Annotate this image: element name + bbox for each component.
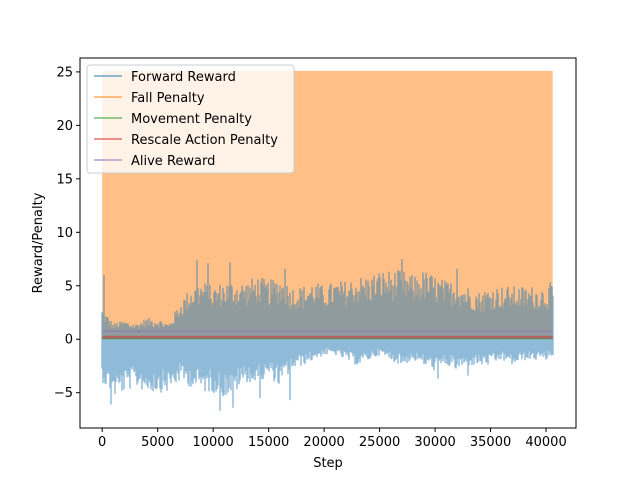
x-tick-label: 20000 [303, 435, 344, 450]
x-tick-label: 10000 [192, 435, 233, 450]
legend-label-fall-penalty: Fall Penalty [131, 91, 205, 106]
x-tick-label: 35000 [470, 435, 511, 450]
legend-label-forward-reward: Forward Reward [131, 70, 236, 85]
legend-label-alive-reward: Alive Reward [131, 154, 215, 169]
y-tick-label: −5 [54, 386, 73, 401]
y-tick-label: 25 [56, 65, 73, 80]
y-tick-label: 15 [56, 172, 73, 187]
x-tick-label: 25000 [359, 435, 400, 450]
legend: Forward Reward Fall Penalty Movement Penal… [86, 64, 295, 174]
y-tick-label: 20 [56, 119, 73, 134]
y-tick-label: 10 [56, 226, 73, 241]
x-axis: 0 5000 10000 15000 20000 25000 30000 35000 40000 [98, 428, 567, 450]
y-tick-label: 5 [65, 279, 73, 294]
legend-label-rescale-action-penalty: Rescale Action Penalty [131, 133, 278, 148]
x-tick-label: 30000 [414, 435, 455, 450]
y-tick-label: 0 [65, 333, 73, 348]
x-tick-label: 5000 [141, 435, 174, 450]
legend-box [86, 64, 295, 174]
legend-label-movement-penalty: Movement Penalty [131, 112, 252, 127]
plot-frame [79, 57, 577, 429]
y-axis-label: Reward/Penalty [31, 192, 46, 293]
y-axis: −5 0 5 10 15 20 25 [54, 65, 80, 401]
x-tick-label: 40000 [525, 435, 566, 450]
x-tick-label: 15000 [248, 435, 289, 450]
series-rescale-action-penalty [102, 335, 553, 339]
x-tick-label: 0 [98, 435, 106, 450]
x-axis-label: Step [313, 456, 343, 471]
